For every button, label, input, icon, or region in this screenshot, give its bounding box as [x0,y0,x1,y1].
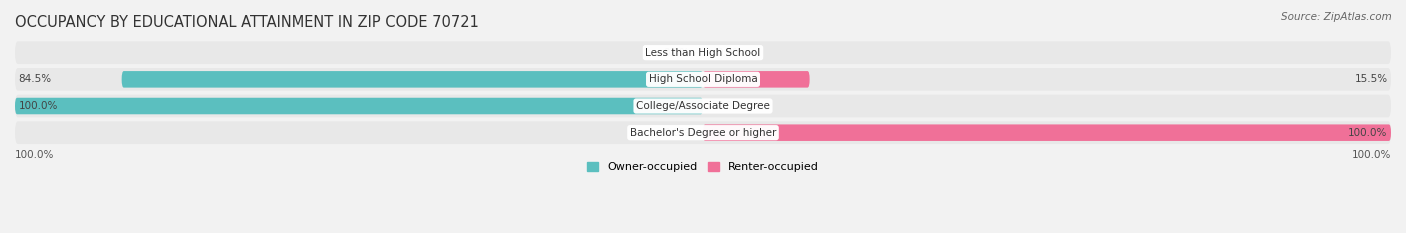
FancyBboxPatch shape [15,41,1391,64]
Text: 0.0%: 0.0% [664,48,689,58]
Legend: Owner-occupied, Renter-occupied: Owner-occupied, Renter-occupied [582,158,824,177]
Text: Source: ZipAtlas.com: Source: ZipAtlas.com [1281,12,1392,22]
FancyBboxPatch shape [703,124,1391,141]
Text: College/Associate Degree: College/Associate Degree [636,101,770,111]
Text: 100.0%: 100.0% [18,101,58,111]
FancyBboxPatch shape [15,98,703,114]
Text: 100.0%: 100.0% [1348,128,1388,138]
Text: 0.0%: 0.0% [717,101,742,111]
FancyBboxPatch shape [15,68,1391,91]
Text: 84.5%: 84.5% [18,74,52,84]
Text: 0.0%: 0.0% [664,128,689,138]
Text: 15.5%: 15.5% [1354,74,1388,84]
FancyBboxPatch shape [15,95,1391,117]
Text: Bachelor's Degree or higher: Bachelor's Degree or higher [630,128,776,138]
Text: High School Diploma: High School Diploma [648,74,758,84]
Text: 100.0%: 100.0% [1351,150,1391,160]
Text: 100.0%: 100.0% [15,150,55,160]
FancyBboxPatch shape [122,71,703,88]
FancyBboxPatch shape [15,121,1391,144]
Text: Less than High School: Less than High School [645,48,761,58]
Text: 0.0%: 0.0% [717,48,742,58]
FancyBboxPatch shape [703,71,810,88]
Text: OCCUPANCY BY EDUCATIONAL ATTAINMENT IN ZIP CODE 70721: OCCUPANCY BY EDUCATIONAL ATTAINMENT IN Z… [15,15,479,30]
